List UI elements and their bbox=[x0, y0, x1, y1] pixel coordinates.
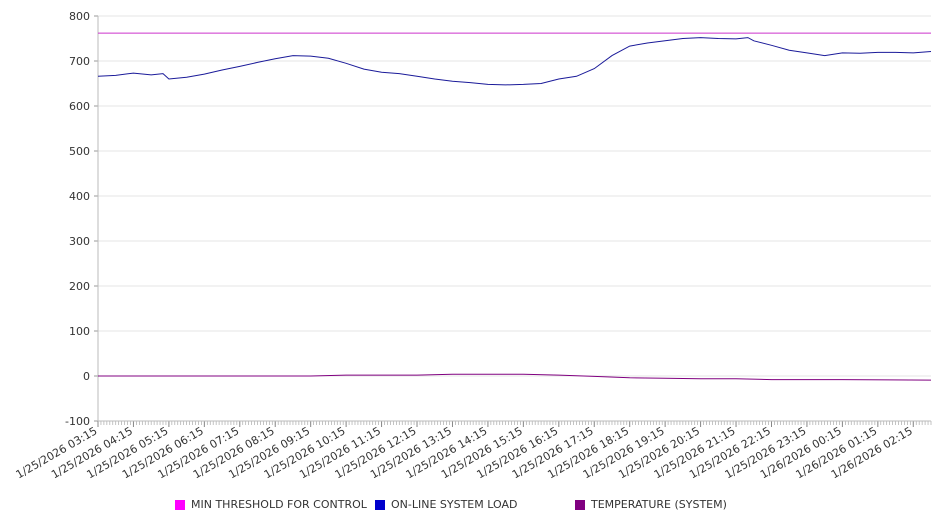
y-tick-label: 100 bbox=[69, 325, 90, 338]
series-line-system-load bbox=[97, 37, 932, 86]
x-axis-ticks: 1/25/2026 03:151/25/2026 04:151/25/2026 … bbox=[14, 421, 932, 481]
legend-label-min-threshold: MIN THRESHOLD FOR CONTROL bbox=[191, 498, 367, 511]
y-tick-label: 400 bbox=[69, 190, 90, 203]
legend: MIN THRESHOLD FOR CONTROL ON-LINE SYSTEM… bbox=[0, 498, 946, 518]
series-lines bbox=[97, 32, 932, 381]
y-tick-label: 300 bbox=[69, 235, 90, 248]
y-tick-label: -100 bbox=[65, 415, 90, 428]
legend-item-min-threshold[interactable]: MIN THRESHOLD FOR CONTROL bbox=[175, 498, 367, 511]
y-axis-ticks: -100 0 100 200 300 400 500 600 700 800 bbox=[65, 10, 98, 428]
legend-swatch-min-threshold bbox=[175, 499, 185, 510]
y-tick-label: 600 bbox=[69, 100, 90, 113]
legend-swatch-temperature bbox=[575, 499, 585, 510]
legend-label-system-load: ON-LINE SYSTEM LOAD bbox=[391, 498, 518, 511]
y-tick-label: 200 bbox=[69, 280, 90, 293]
y-tick-label: 800 bbox=[69, 10, 90, 23]
legend-item-temperature[interactable]: TEMPERATURE (SYSTEM) bbox=[575, 498, 727, 511]
grid-lines bbox=[98, 15, 931, 422]
series-line-temperature bbox=[98, 373, 932, 381]
legend-item-system-load[interactable]: ON-LINE SYSTEM LOAD bbox=[375, 498, 517, 511]
y-tick-label: 0 bbox=[83, 370, 90, 383]
legend-label-temperature: TEMPERATURE (SYSTEM) bbox=[591, 498, 727, 511]
y-tick-label: 500 bbox=[69, 145, 90, 158]
y-tick-label: 700 bbox=[69, 55, 90, 68]
legend-swatch-system-load bbox=[375, 499, 385, 510]
axes bbox=[97, 16, 931, 422]
